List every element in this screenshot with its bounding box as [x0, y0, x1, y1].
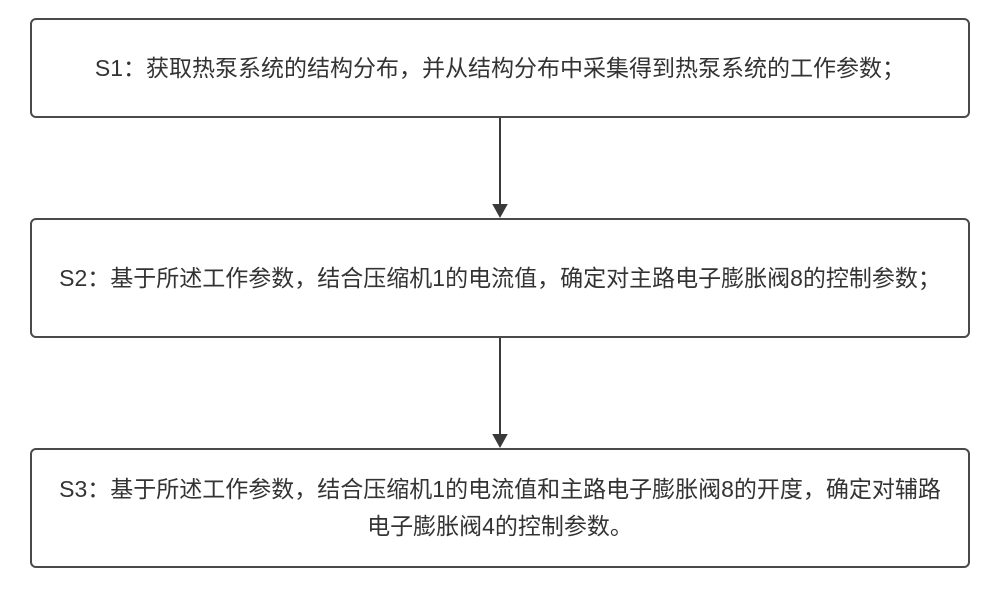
- flowchart-node-s2: S2：基于所述工作参数，结合压缩机1的电流值，确定对主路电子膨胀阀8的控制参数；: [30, 218, 970, 338]
- flowchart-node-s3: S3：基于所述工作参数，结合压缩机1的电流值和主路电子膨胀阀8的开度，确定对辅路…: [30, 448, 970, 568]
- node-text: S3：基于所述工作参数，结合压缩机1的电流值和主路电子膨胀阀8的开度，确定对辅路…: [52, 471, 948, 545]
- arrow-s1-s2: [486, 118, 514, 218]
- node-text: S1：获取热泵系统的结构分布，并从结构分布中采集得到热泵系统的工作参数；: [52, 50, 948, 87]
- flowchart-node-s1: S1：获取热泵系统的结构分布，并从结构分布中采集得到热泵系统的工作参数；: [30, 18, 970, 118]
- node-text: S2：基于所述工作参数，结合压缩机1的电流值，确定对主路电子膨胀阀8的控制参数；: [52, 260, 948, 297]
- arrow-s2-s3: [486, 338, 514, 448]
- flowchart-container: S1：获取热泵系统的结构分布，并从结构分布中采集得到热泵系统的工作参数； S2：…: [0, 0, 1000, 604]
